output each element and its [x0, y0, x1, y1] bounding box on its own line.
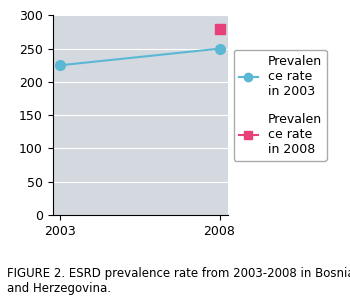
Legend: Prevalen
ce rate
in 2003, Prevalen
ce rate
in 2008: Prevalen ce rate in 2003, Prevalen ce ra…	[234, 50, 327, 161]
Text: FIGURE 2. ESRD prevalence rate from 2003-2008 in Bosnia
and Herzegovina.: FIGURE 2. ESRD prevalence rate from 2003…	[7, 267, 350, 295]
